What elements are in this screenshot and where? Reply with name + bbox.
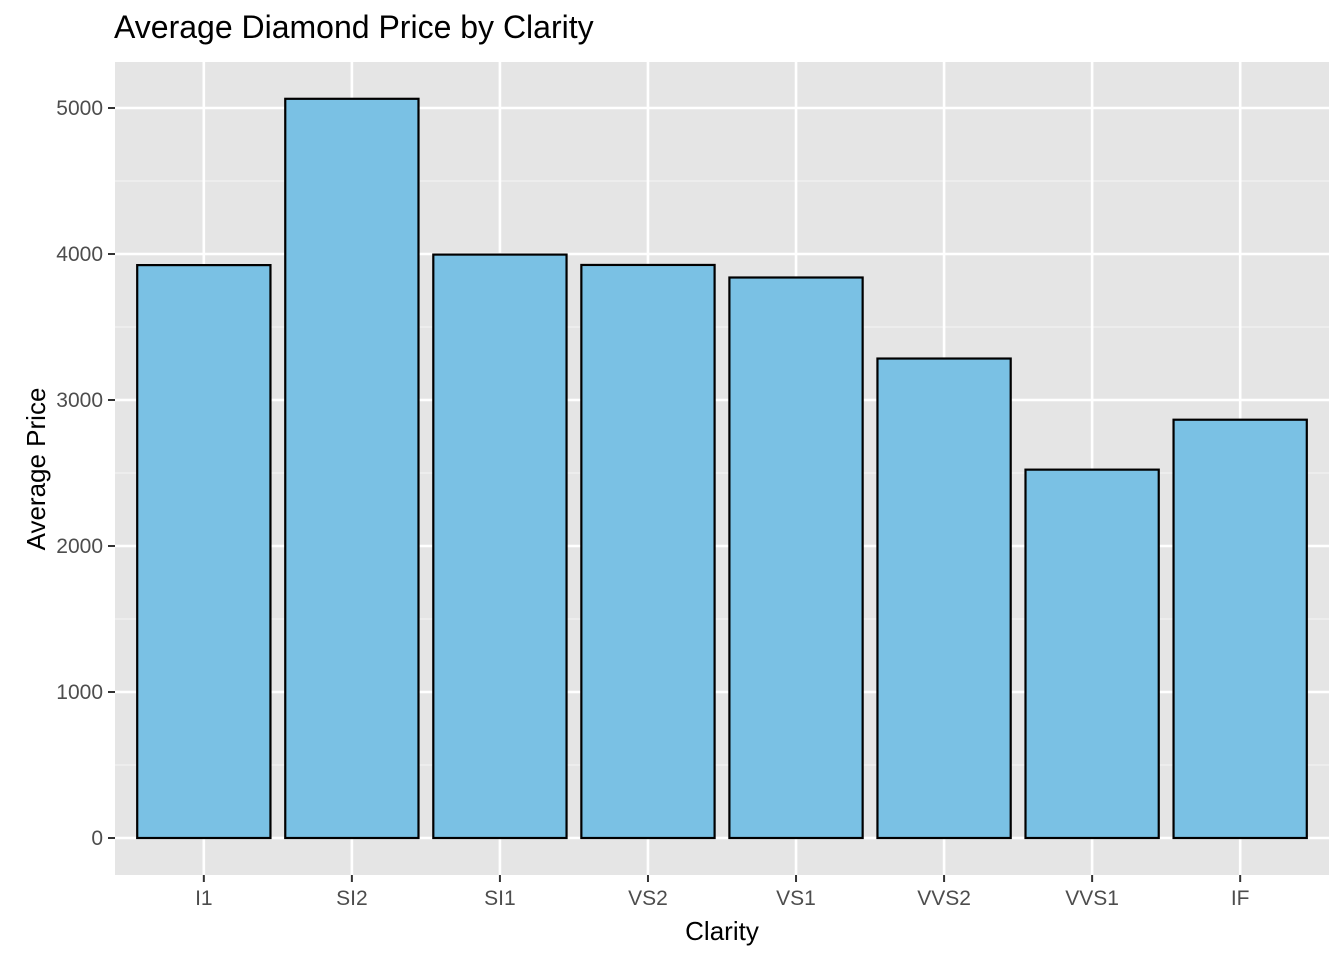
y-tick-label: 1000 <box>56 681 103 704</box>
bar-if <box>1172 418 1308 840</box>
x-tick-label: VS1 <box>776 887 816 910</box>
y-tick-label: 5000 <box>56 97 103 120</box>
x-axis: I1 SI2 SI1 VS2 VS1 VVS2 VVS1 IF <box>195 875 1250 910</box>
x-tick-label: I1 <box>195 887 213 910</box>
x-tick-label: VVS1 <box>1065 887 1119 910</box>
x-tick-label: SI1 <box>484 887 516 910</box>
y-axis-title: Average Price <box>21 388 51 551</box>
bar-vvs2 <box>876 357 1012 840</box>
bar-i1 <box>136 263 272 840</box>
bar-vvs1 <box>1024 468 1160 840</box>
y-axis: 0 1000 2000 3000 4000 5000 <box>56 97 115 850</box>
bars <box>136 97 1308 840</box>
y-tick-label: 4000 <box>56 243 103 266</box>
bar-si1 <box>432 253 568 840</box>
bar-si2 <box>284 97 420 840</box>
x-tick-label: VVS2 <box>917 887 971 910</box>
x-tick-label: VS2 <box>628 887 668 910</box>
bar-vs1 <box>728 276 864 840</box>
y-tick-label: 2000 <box>56 535 103 558</box>
y-tick-label: 3000 <box>56 389 103 412</box>
chart-title: Average Diamond Price by Clarity <box>114 9 594 45</box>
bar-vs2 <box>580 263 716 840</box>
x-tick-label: IF <box>1231 887 1250 910</box>
x-tick-label: SI2 <box>336 887 368 910</box>
x-axis-title: Clarity <box>685 916 759 946</box>
y-tick-label: 0 <box>91 827 103 850</box>
